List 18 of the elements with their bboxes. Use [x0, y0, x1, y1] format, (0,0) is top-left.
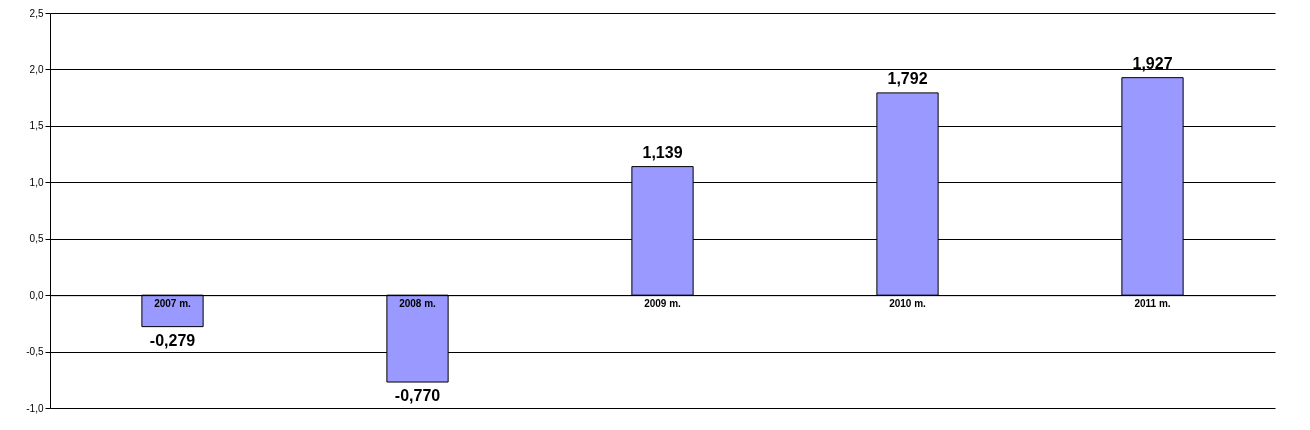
x-tick-label: 2011 m. [1134, 297, 1171, 309]
y-tick-label: 2,5 [29, 7, 44, 19]
y-tick-label: 0,5 [29, 233, 44, 245]
y-tick-label: 2,0 [29, 63, 44, 75]
y-tick-label: 1,5 [29, 120, 44, 132]
data-label: 1,927 [1132, 54, 1173, 72]
x-tick-label: 2010 m. [889, 297, 927, 309]
y-tick-label: -0,5 [26, 346, 44, 358]
data-label: 1,139 [642, 143, 683, 161]
y-tick-label: 0,0 [29, 289, 44, 301]
data-label: 1,792 [887, 69, 928, 87]
x-tick-label: 2009 m. [644, 297, 682, 309]
x-tick-label: 2007 m. [154, 297, 192, 309]
x-tick-label: 2008 m. [399, 297, 437, 309]
data-label: -0,279 [149, 331, 196, 349]
y-tick-label: 1,0 [29, 176, 44, 188]
data-label: -0,770 [394, 387, 441, 405]
y-tick-label: -1,0 [26, 402, 44, 414]
